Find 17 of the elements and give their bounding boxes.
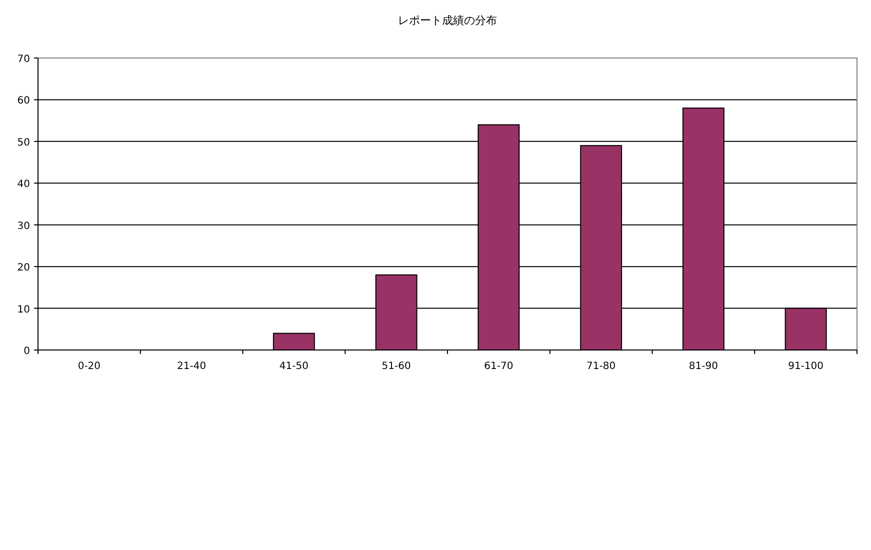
y-tick-label: 10 xyxy=(17,304,30,316)
x-tick-label: 41-50 xyxy=(279,361,308,372)
y-tick-label: 0 xyxy=(24,346,30,357)
chart-title: レポート成績の分布 xyxy=(398,14,497,27)
x-tick-label: 21-40 xyxy=(177,361,206,372)
y-tick-label: 60 xyxy=(17,96,30,107)
y-tick-label: 20 xyxy=(17,262,30,274)
x-tick-label: 61-70 xyxy=(484,361,514,372)
x-tick-label: 51-60 xyxy=(382,361,411,372)
y-tick-label: 50 xyxy=(17,137,30,148)
x-tick-label: 71-80 xyxy=(586,361,616,372)
x-tick-label: 0-20 xyxy=(78,361,101,372)
y-tick-label: 40 xyxy=(17,179,30,190)
y-tick-label: 30 xyxy=(17,220,30,232)
x-tick-label: 91-100 xyxy=(788,361,824,372)
x-tick-label: 81-90 xyxy=(688,361,718,372)
y-tick-label: 70 xyxy=(17,54,30,65)
